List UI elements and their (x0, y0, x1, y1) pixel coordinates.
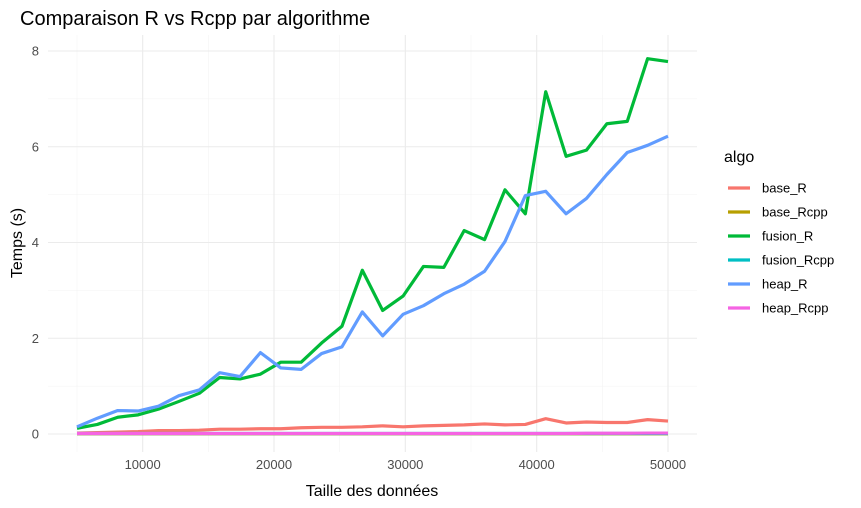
x-tick-label: 50000 (650, 457, 686, 472)
legend-title: algo (724, 149, 754, 166)
plot-area (48, 35, 697, 452)
y-tick-label: 2 (32, 331, 39, 346)
series-group (76, 57, 669, 436)
series-line-fusion-r (76, 57, 669, 430)
y-tick-label: 6 (32, 139, 39, 154)
legend-label-fusion-r: fusion_R (762, 229, 813, 244)
chart-title: Comparaison R vs Rcpp par algorithme (20, 8, 370, 30)
y-axis-title: Temps (s) (9, 208, 26, 278)
legend-label-heap-r: heap_R (762, 277, 808, 292)
x-tick-label: 40000 (519, 457, 555, 472)
series-line-base-r (76, 417, 669, 435)
legend: algo base_R base_Rcpp fusion_R fusion_Rcpph… (724, 149, 834, 316)
legend-label-base-r: base_R (762, 181, 807, 196)
x-axis-title: Taille des données (306, 483, 439, 500)
legend-label-fusion-rcpp: fusion_Rcpp (762, 253, 834, 268)
legend-items: base_R base_Rcpp fusion_R fusion_Rcpp heap_R… (728, 181, 834, 316)
y-tick-label: 4 (32, 235, 39, 250)
y-tick-label: 8 (32, 44, 39, 59)
grid (48, 35, 697, 452)
legend-label-heap-rcpp: heap_Rcpp (762, 301, 829, 316)
x-tick-label: 20000 (256, 457, 292, 472)
series-line-heap-r (76, 134, 669, 429)
y-axis: 0 2 4 6 8 (32, 44, 39, 442)
x-axis: 10000 20000 30000 40000 50000 (125, 457, 686, 472)
x-tick-label: 30000 (387, 457, 423, 472)
legend-label-base-rcpp: base_Rcpp (762, 205, 828, 220)
y-tick-label: 0 (32, 427, 39, 442)
x-tick-label: 10000 (125, 457, 161, 472)
